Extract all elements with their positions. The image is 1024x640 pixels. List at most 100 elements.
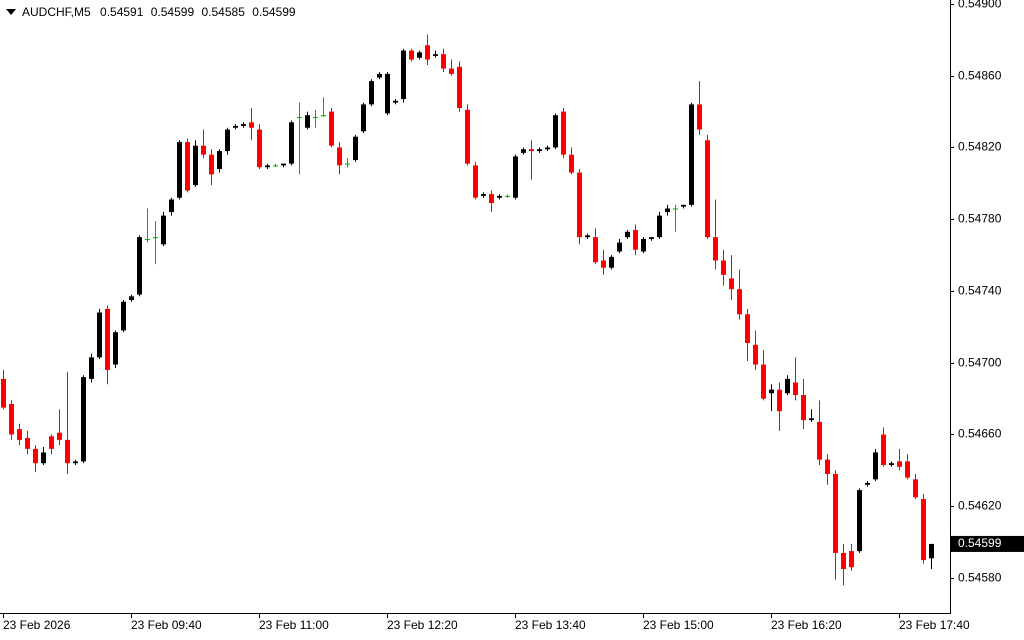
candle-body xyxy=(97,312,102,358)
candle-body xyxy=(561,111,566,155)
candle-body xyxy=(89,357,94,379)
candle-body xyxy=(665,208,670,213)
candle-body xyxy=(545,147,550,150)
candle-body xyxy=(729,278,734,290)
candle-body xyxy=(409,50,414,60)
candle-body xyxy=(633,229,638,250)
candle-body xyxy=(65,439,70,464)
candle-body xyxy=(737,289,742,315)
candle-body xyxy=(225,129,230,152)
x-tick-label: 23 Feb 17:40 xyxy=(899,618,970,632)
y-tick-label: 0.54660 xyxy=(958,427,1002,441)
x-tick-label: 23 Feb 16:20 xyxy=(771,618,842,632)
header-open: 0.54591 xyxy=(100,5,144,19)
candle-body xyxy=(593,237,598,263)
candle-body xyxy=(865,482,870,485)
candle-body xyxy=(25,438,30,449)
candle-body xyxy=(249,122,254,128)
candle-body xyxy=(705,140,710,238)
candle-body xyxy=(841,552,846,570)
candle-body xyxy=(17,429,22,440)
candle-body xyxy=(681,204,686,207)
candle-body xyxy=(193,145,198,186)
candle-body xyxy=(57,432,62,440)
candle-body xyxy=(793,382,798,396)
y-tick-label: 0.54580 xyxy=(958,571,1002,585)
candle-body xyxy=(321,115,326,117)
candle-body xyxy=(121,301,126,331)
candle-body xyxy=(401,50,406,100)
y-tick-label: 0.54620 xyxy=(958,499,1002,513)
candle-body xyxy=(537,149,542,152)
candle-body xyxy=(9,404,14,435)
candle-body xyxy=(473,165,478,198)
candle-body xyxy=(161,215,166,245)
candle-body xyxy=(41,452,46,464)
candle-body xyxy=(417,52,422,58)
candle-body xyxy=(825,459,830,474)
candle-body xyxy=(697,104,702,130)
candle-body xyxy=(305,115,310,128)
candle-body xyxy=(481,194,486,196)
candle-body xyxy=(49,436,54,449)
candle-body xyxy=(817,421,822,460)
candle-body xyxy=(489,194,494,204)
candle-body xyxy=(449,68,454,74)
candle-body xyxy=(33,448,38,464)
header-high: 0.54599 xyxy=(151,5,195,19)
candle-body xyxy=(353,136,358,161)
chart-header: AUDCHF,M5 0.54591 0.54599 0.54585 0.5459… xyxy=(22,5,296,19)
candle-body xyxy=(521,149,526,153)
x-tick-label: 23 Feb 15:00 xyxy=(643,618,714,632)
candle-body xyxy=(289,122,294,164)
x-tick-label: 23 Feb 09:40 xyxy=(131,618,202,632)
candle-body xyxy=(921,499,926,561)
candle-body xyxy=(369,81,374,105)
candle-body xyxy=(833,473,838,553)
candle-body xyxy=(657,215,662,238)
y-tick-label: 0.54820 xyxy=(958,140,1002,154)
candle-body xyxy=(73,461,78,464)
candle-body xyxy=(385,73,390,114)
candle-body xyxy=(137,237,142,295)
candle-body xyxy=(505,195,510,197)
candle-body xyxy=(1,378,6,408)
candle-body xyxy=(721,260,726,275)
candle-body xyxy=(177,142,182,198)
candle-body xyxy=(769,389,774,394)
candle-body xyxy=(145,238,150,240)
candle-body xyxy=(689,104,694,205)
candle-body xyxy=(201,145,206,155)
x-tick-label: 23 Feb 11:00 xyxy=(259,618,329,632)
candle-body xyxy=(625,231,630,238)
candle-body xyxy=(129,296,134,300)
candle-body xyxy=(745,314,750,344)
x-tick-label: 23 Feb 2026 xyxy=(3,618,71,632)
candle-body xyxy=(673,208,678,210)
candle-body xyxy=(313,116,318,118)
candle-body xyxy=(169,199,174,213)
candle-body xyxy=(393,100,398,103)
candle-body xyxy=(241,124,246,126)
candle-body xyxy=(553,115,558,148)
candle-body xyxy=(185,142,190,191)
candle-body xyxy=(529,149,534,152)
candle-body xyxy=(113,332,118,365)
candle-body xyxy=(233,125,238,128)
candle-body xyxy=(881,434,886,465)
candle-body xyxy=(569,154,574,173)
header-toggle[interactable] xyxy=(6,9,16,15)
y-tick-label: 0.54780 xyxy=(958,212,1002,226)
candle-body xyxy=(81,377,86,462)
candle-body xyxy=(257,129,262,168)
candle-body xyxy=(209,154,214,175)
candle-body xyxy=(649,237,654,239)
candle-body xyxy=(329,111,334,146)
candle-body xyxy=(585,235,590,238)
candle-body xyxy=(761,364,766,399)
candle-body xyxy=(913,479,918,498)
candle-body xyxy=(425,45,430,60)
candle-body xyxy=(377,73,382,78)
candle-body xyxy=(433,54,438,56)
